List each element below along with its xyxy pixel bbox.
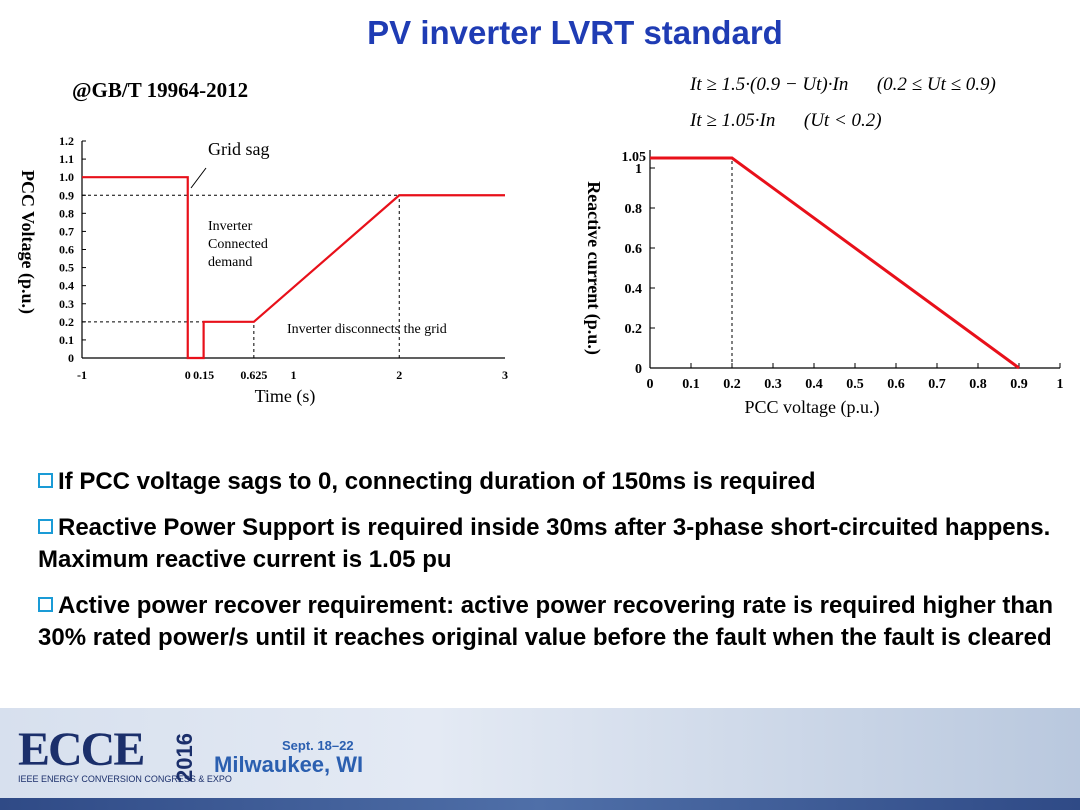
slide-title: PV inverter LVRT standard [367,14,783,51]
x-tick-label: 0.5 [846,377,864,392]
logo-subtitle: IEEE ENERGY CONVERSION CONGRESS & EXPO [18,774,232,784]
annotation-disconnect: Inverter disconnects the grid [287,322,447,337]
footer-banner: ECCE 2016 IEEE ENERGY CONVERSION CONGRES… [0,708,1080,810]
y-tick-label: 0.7 [59,224,74,238]
reactive-current-chart: 00.20.40.60.811.050 0.1 0.2 0.3 0.4 0.5 0.6 0.7… [583,150,1064,418]
y-axis-title: PCC Voltage (p.u.) [17,170,38,314]
x-tick-label: -1 [77,368,87,382]
annotation-connected: Connected [208,237,268,252]
event-dates: Sept. 18–22 [282,738,354,753]
bullet-item: Reactive Power Support is required insid… [38,514,1051,573]
y-tick-label: 0.1 [59,333,74,347]
y-tick-label: 0.9 [59,188,74,202]
y-tick-label: 1.2 [59,134,74,148]
x-tick-label: 0.8 [969,377,987,392]
y-tick-label: 0.4 [625,282,643,297]
checkbox-icon [38,473,53,488]
x-tick-label: 0 [647,377,654,392]
x-tick-label: 0.7 [928,377,946,392]
y-tick-label: 1 [635,162,642,177]
y-tick-label-extra: 1.05 [622,150,647,165]
annotation-connected: Inverter [208,219,253,234]
y-tick-label: 0.8 [59,206,74,220]
x-tick-label: 0.2 [723,377,741,392]
x-tick-label: 0.3 [764,377,782,392]
y-tick-label: 1.0 [59,170,74,184]
y-tick-label: 0.8 [625,202,643,217]
x-tick-label: 1 [291,368,297,382]
x-tick-label: 3 [502,368,508,382]
x-tick-label: 0.6 [887,377,905,392]
y-tick-label: 0.6 [625,242,643,257]
y-tick-label: 1.1 [59,152,74,166]
event-city: Milwaukee, WI [214,752,364,777]
x-tick-label: 0.9 [1010,377,1028,392]
voltage-time-chart: 00.10.20.30.40.50.60.70.80.91.01.11.2-1 0… [17,134,508,407]
x-tick-label: 0.1 [682,377,700,392]
formula-line-1: It ≥ 1.5·(0.9 − Ut)·In (0.2 ≤ Ut ≤ 0.9) [690,74,996,95]
checkbox-icon [38,519,53,534]
y-tick-label: 0.3 [59,297,74,311]
y-tick-label: 0.6 [59,243,74,257]
standard-label: @GB/T 19964-2012 [72,78,249,102]
x-tick-label: 0.15 [193,368,214,382]
x-tick-label: 0 [185,368,191,382]
annotation-connected: demand [208,255,252,270]
x-tick-label: 2 [396,368,402,382]
footer-stripe [0,798,1080,810]
x-tick-label: 0.625 [240,368,267,382]
checkbox-icon [38,597,53,612]
annotation-pointer [190,167,207,189]
formula-line-2: It ≥ 1.05·In (Ut < 0.2) [690,110,882,131]
bullet-list: If PCC voltage sags to 0, connecting dur… [38,466,1068,668]
y-tick-label: 0.5 [59,261,74,275]
bullet-item: If PCC voltage sags to 0, connecting dur… [38,466,1068,498]
bullet-item: Active power recover requirement: active… [38,592,1053,651]
y-tick-label: 0 [68,351,74,365]
reactive-current-line [650,156,1020,370]
y-axis-title: Reactive current (p.u.) [583,181,604,355]
y-tick-label: 0 [635,362,642,377]
ecce-logo: ECCE [18,723,145,776]
x-tick-label: 1 [1057,377,1064,392]
y-tick-label: 0.4 [59,279,74,293]
x-axis-title: Time (s) [255,386,316,407]
voltage-profile-line [82,176,505,360]
y-tick-label: 0.2 [625,322,643,337]
y-tick-label: 0.2 [59,315,74,329]
x-tick-label: 0.4 [805,377,823,392]
annotation-grid-sag: Grid sag [208,139,270,159]
x-axis-title: PCC voltage (p.u.) [745,397,880,418]
